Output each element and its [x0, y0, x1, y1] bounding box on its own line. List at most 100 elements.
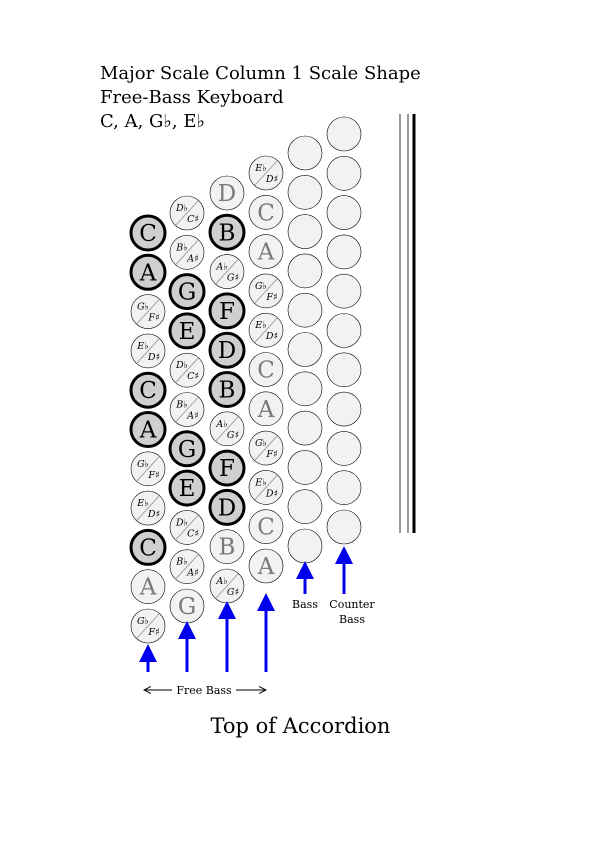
column-4-button[interactable]: A	[248, 234, 284, 269]
sharp-label: F♯	[265, 449, 277, 460]
column-2-button[interactable]: D♭C♯	[169, 352, 205, 388]
split-divider	[215, 573, 239, 599]
column-5-bass-button[interactable]	[287, 450, 323, 485]
button-circle	[287, 410, 323, 446]
column-6-counter-bass-button[interactable]	[326, 273, 362, 309]
sharp-label: A♯	[186, 253, 198, 264]
column-6-counter-bass-button[interactable]	[326, 470, 362, 506]
column-1-button[interactable]: C	[129, 371, 167, 409]
split-divider	[175, 515, 199, 540]
column-4-button[interactable]: A	[248, 548, 284, 584]
button-circle	[287, 371, 323, 407]
column-2-button[interactable]: B♭A♯	[169, 392, 205, 427]
column-3-button[interactable]: B	[209, 529, 245, 565]
flat-label: A♭	[215, 262, 227, 273]
button-circle	[209, 529, 245, 565]
column-5-bass-button[interactable]	[287, 214, 323, 249]
column-1-button[interactable]: A	[130, 569, 166, 605]
button-circle	[208, 331, 246, 369]
button-circle	[248, 352, 284, 387]
column-2-button[interactable]: D♭C♯	[169, 195, 205, 231]
column-3-button[interactable]: B	[208, 371, 246, 408]
column-6-counter-bass-button[interactable]	[326, 431, 362, 466]
column-4-button[interactable]: C	[248, 509, 284, 545]
note-label: E	[179, 476, 196, 502]
column-5-bass-button[interactable]	[287, 135, 323, 171]
column-4-button[interactable]: G♭F♯	[248, 430, 284, 466]
split-divider	[254, 278, 278, 304]
column-3-button[interactable]: F	[208, 449, 246, 487]
column-4-button[interactable]: C	[248, 352, 284, 387]
column-6-counter-bass-button[interactable]	[326, 509, 362, 545]
column-2-button[interactable]: G	[169, 588, 205, 624]
column-3-button[interactable]: A♭G♯	[209, 568, 245, 604]
sharp-label: G♯	[227, 430, 239, 441]
column-1-button[interactable]: G♭F♯	[130, 451, 166, 487]
column-6-counter-bass-button[interactable]	[326, 391, 362, 427]
column-5-bass-button[interactable]	[287, 528, 323, 564]
column-1-button[interactable]: C	[129, 214, 167, 252]
column-4-button[interactable]: C	[248, 195, 284, 230]
column-2-button[interactable]: G	[168, 273, 206, 311]
column-1-button[interactable]: C	[129, 528, 167, 566]
column-1-button[interactable]: A	[129, 253, 167, 291]
column-5-bass-button[interactable]	[287, 175, 323, 210]
column-2-button[interactable]: D♭C♯	[169, 510, 205, 545]
column-1-button[interactable]: E♭D♯	[130, 333, 166, 369]
column-4: E♭D♯CAG♭F♯E♭D♯CAG♭F♯E♭D♯CA	[248, 155, 284, 584]
column-5-bass-button[interactable]	[287, 371, 323, 407]
button-circle	[287, 528, 323, 564]
column-2-button[interactable]: E	[168, 312, 206, 350]
column-5-bass-button[interactable]	[287, 292, 323, 328]
column-4-button[interactable]: E♭D♯	[248, 470, 284, 505]
column-3-button[interactable]: F	[208, 292, 246, 330]
note-label: D	[218, 495, 236, 521]
note-label: F	[219, 299, 235, 325]
column-5-bass	[287, 135, 323, 564]
column-4-button[interactable]: E♭D♯	[248, 155, 284, 191]
column-6-counter-bass-button[interactable]	[326, 352, 362, 388]
column-3-button[interactable]: D	[209, 175, 245, 211]
column-3-button[interactable]: A♭G♯	[209, 254, 245, 289]
column-5-bass-button[interactable]	[287, 489, 323, 525]
column-6-counter-bass-button[interactable]	[326, 156, 362, 191]
column-5-bass-button[interactable]	[287, 410, 323, 446]
button-circle	[208, 488, 246, 526]
split-divider	[175, 554, 199, 580]
column-2-button[interactable]: B♭A♯	[169, 235, 205, 270]
sharp-label: G♯	[227, 273, 239, 284]
note-label: C	[257, 200, 275, 226]
column-1-button[interactable]: G♭F♯	[130, 294, 166, 329]
column-5-bass-button[interactable]	[287, 253, 323, 289]
column-6-counter-bass-button[interactable]	[326, 234, 362, 270]
note-label: C	[139, 378, 157, 404]
buttons-layer: CAG♭F♯E♭D♯CAG♭F♯E♭D♯CAG♭F♯D♭C♯B♭A♯GED♭C♯…	[129, 116, 362, 644]
column-1-button[interactable]: A	[129, 411, 167, 448]
column-4-button[interactable]: A	[248, 391, 284, 427]
note-label: D	[218, 338, 236, 364]
column-3-button[interactable]: A♭G♯	[209, 411, 245, 447]
column-6-counter-bass-button[interactable]	[326, 313, 362, 348]
column-4-button[interactable]: E♭D♯	[248, 312, 284, 348]
column-4-button[interactable]: G♭F♯	[248, 273, 284, 309]
note-label: D	[218, 181, 236, 207]
column-2-button[interactable]: G	[168, 430, 206, 468]
column-3-button[interactable]: D	[208, 331, 246, 369]
column-2-button[interactable]: E	[168, 469, 206, 507]
button-circle	[168, 469, 206, 507]
title-line-1: Major Scale Column 1 Scale Shape	[100, 63, 421, 84]
column-1-button[interactable]: G♭F♯	[130, 608, 166, 644]
column-2-button[interactable]: B♭A♯	[169, 549, 205, 585]
button-circle	[209, 175, 245, 211]
note-label: A	[257, 240, 275, 266]
column-1-button[interactable]: E♭D♯	[130, 490, 166, 526]
button-circle	[326, 391, 362, 427]
column-3-button[interactable]: D	[208, 488, 246, 526]
column-6-counter-bass-button[interactable]	[326, 195, 362, 230]
column-6-counter-bass-button[interactable]	[326, 116, 362, 152]
flat-label: E♭	[136, 498, 148, 509]
column-5-bass-button[interactable]	[287, 332, 323, 367]
sharp-label: C♯	[187, 528, 199, 539]
column-3-button[interactable]: B	[208, 213, 246, 251]
